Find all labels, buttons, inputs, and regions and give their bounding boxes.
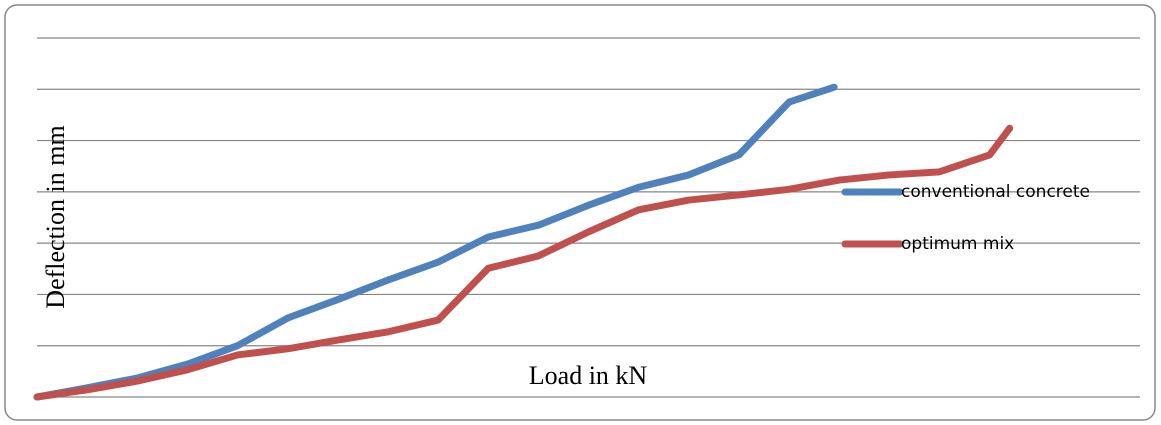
y-axis-title: Deflection in mm (41, 125, 70, 308)
legend-label: optimum mix (901, 234, 1014, 254)
data-line (33, 124, 1014, 401)
data-line (33, 83, 838, 401)
chart-frame (4, 4, 1156, 421)
x-axis-title: Load in kN (529, 361, 648, 390)
legend-label: conventional concrete (901, 182, 1090, 202)
